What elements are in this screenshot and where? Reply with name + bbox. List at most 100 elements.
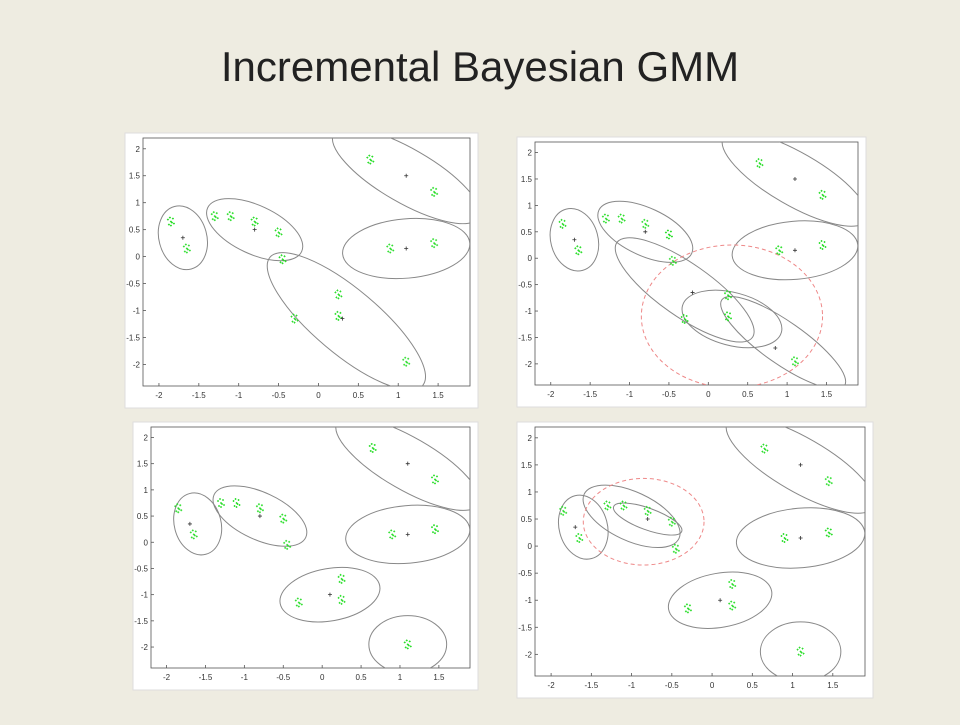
component-center xyxy=(572,237,577,242)
x-tick-label: 0 xyxy=(320,673,325,682)
data-point xyxy=(210,211,219,222)
gaussian-ellipse xyxy=(759,621,842,676)
plot-panel: -2 -1.5 -1 -0.5 0 0.5 1 1.5 -2 -1.5 -1 -0.5 0 0.5 1 1.5… xyxy=(124,132,479,409)
data-point xyxy=(403,639,412,650)
gaussian-ellipse xyxy=(266,252,427,386)
data-point xyxy=(643,505,652,516)
data-point xyxy=(430,238,439,249)
data-point xyxy=(824,476,833,487)
gaussian-ellipse xyxy=(157,205,208,271)
y-tick-label: 2 xyxy=(144,433,149,442)
gaussian-ellipse xyxy=(582,477,705,566)
y-tick-label: -1.5 xyxy=(134,617,148,626)
gaussian-ellipse xyxy=(597,200,694,263)
gaussian-ellipse xyxy=(368,615,448,668)
x-tick-label: 0.5 xyxy=(353,391,365,400)
data-point xyxy=(250,216,259,227)
data-point xyxy=(724,290,733,301)
data-point xyxy=(780,532,789,543)
gaussian-ellipse xyxy=(558,494,609,560)
component-center xyxy=(404,246,409,251)
x-tick-label: 0.5 xyxy=(747,681,759,690)
x-tick-label: 1 xyxy=(398,673,403,682)
component-center xyxy=(252,227,257,232)
gaussian-ellipse xyxy=(612,502,683,536)
y-tick-label: 1.5 xyxy=(521,175,533,184)
y-tick-label: 0.5 xyxy=(521,228,533,237)
gaussian-ellipse xyxy=(614,237,755,343)
data-point xyxy=(760,443,769,454)
data-point xyxy=(575,532,584,543)
data-point xyxy=(386,243,395,254)
y-tick-label: -2 xyxy=(525,360,533,369)
y-tick-label: 2 xyxy=(136,145,141,154)
gaussian-ellipse xyxy=(731,220,858,281)
gaussian-ellipse xyxy=(735,507,865,569)
component-center xyxy=(405,532,410,537)
data-point xyxy=(574,245,583,256)
data-point xyxy=(430,474,439,485)
x-tick-label: 0.5 xyxy=(742,390,754,399)
data-point xyxy=(182,243,191,254)
component-center xyxy=(340,316,345,321)
y-tick-label: -0.5 xyxy=(134,564,148,573)
axes-box xyxy=(534,426,866,677)
axes-box xyxy=(534,141,859,386)
plot-panel: -2 -1.5 -1 -0.5 0 0.5 1 1.5 -2 -1.5 -1 -0.5 0 0.5 1 1.5… xyxy=(132,421,479,691)
data-point xyxy=(388,529,397,540)
data-point xyxy=(294,597,303,608)
axes-box xyxy=(142,137,471,387)
data-point xyxy=(728,578,737,589)
gaussian-ellipse xyxy=(335,427,470,511)
gaussian-ellipse xyxy=(720,295,847,385)
x-tick-label: -0.5 xyxy=(276,673,290,682)
data-point xyxy=(775,245,784,256)
y-tick-label: 1 xyxy=(528,201,533,210)
data-point xyxy=(671,543,680,554)
x-tick-label: 0.5 xyxy=(356,673,368,682)
data-point xyxy=(667,516,676,527)
slide-title: Incremental Bayesian GMM xyxy=(221,43,739,90)
data-point xyxy=(279,513,288,524)
y-tick-label: 1 xyxy=(144,486,149,495)
x-tick-label: -1.5 xyxy=(584,681,598,690)
data-point xyxy=(166,216,175,227)
data-point xyxy=(680,313,689,324)
data-point xyxy=(559,505,568,516)
x-tick-label: 1.5 xyxy=(821,390,833,399)
data-point xyxy=(683,603,692,614)
x-tick-label: -1 xyxy=(235,391,243,400)
component-center xyxy=(798,535,803,540)
data-point xyxy=(641,218,650,229)
y-tick-label: -1 xyxy=(525,596,533,605)
data-point xyxy=(558,218,567,229)
data-point xyxy=(796,646,805,657)
y-tick-label: -2 xyxy=(133,360,141,369)
gaussian-ellipse xyxy=(342,217,470,280)
x-tick-label: -1.5 xyxy=(199,673,213,682)
x-tick-label: 1 xyxy=(396,391,401,400)
panel-background xyxy=(124,132,479,409)
y-tick-label: -2 xyxy=(525,650,533,659)
y-tick-label: 2 xyxy=(528,434,533,443)
data-point xyxy=(601,213,610,224)
x-tick-label: -0.5 xyxy=(272,391,286,400)
y-tick-label: 1.5 xyxy=(137,460,149,469)
data-point xyxy=(755,158,764,169)
y-tick-label: -1 xyxy=(133,307,141,316)
x-tick-label: -2 xyxy=(547,390,555,399)
component-center xyxy=(643,229,648,234)
plot-panel: -2 -1.5 -1 -0.5 0 0.5 1 1.5 -2 -1.5 -1 -0.5 0 0.5 1 1.5… xyxy=(516,136,867,408)
x-tick-label: -1 xyxy=(628,681,636,690)
gaussian-ellipse xyxy=(725,427,865,514)
gaussian-ellipse xyxy=(345,504,470,565)
x-tick-label: -1 xyxy=(241,673,249,682)
y-tick-label: -0.5 xyxy=(126,280,140,289)
component-center xyxy=(573,525,578,530)
data-point xyxy=(402,356,411,367)
y-tick-label: 0 xyxy=(528,254,533,263)
gaussian-ellipse xyxy=(331,138,470,225)
y-tick-label: -1.5 xyxy=(126,333,140,342)
